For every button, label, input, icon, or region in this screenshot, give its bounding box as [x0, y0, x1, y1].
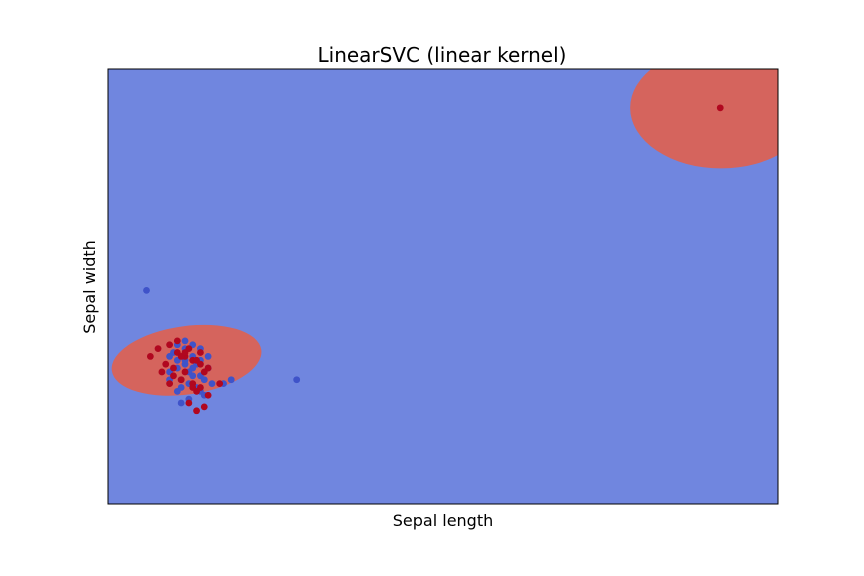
data-point-class-1: [200, 368, 208, 376]
data-point-class-0: [293, 376, 301, 384]
data-point-class-0: [177, 399, 185, 407]
data-point-class-1: [170, 372, 177, 380]
chart-title: LinearSVC (linear kernel): [318, 43, 567, 67]
plot-frame: [107, 68, 779, 505]
x-axis-label: Sepal length: [393, 511, 494, 530]
data-point-class-1: [170, 364, 177, 372]
data-point-class-0: [143, 286, 150, 294]
data-point-class-1: [173, 337, 181, 345]
data-point-class-1: [181, 349, 189, 356]
data-point-class-0: [177, 384, 185, 391]
data-point-class-1: [158, 368, 166, 376]
data-point-class-1: [146, 353, 154, 360]
data-point-class-0: [227, 376, 235, 384]
data-point-class-1: [200, 403, 208, 411]
data-point-class-1: [154, 345, 162, 353]
data-point-class-1: [197, 349, 204, 356]
data-point-class-0: [181, 337, 189, 345]
data-point-class-1: [197, 360, 204, 368]
data-point-class-0: [200, 376, 208, 384]
data-point-class-1: [185, 399, 193, 407]
data-point-class-1: [166, 380, 174, 387]
data-point-class-1: [189, 384, 197, 391]
data-point-class-1: [716, 104, 724, 112]
y-axis-label: Sepal width: [80, 240, 99, 334]
data-point-class-1: [181, 368, 189, 376]
data-point-class-1: [193, 407, 200, 415]
data-point-class-0: [208, 380, 216, 387]
data-point-class-1: [204, 391, 212, 399]
plot-area: [108, 69, 778, 504]
data-point-class-1: [216, 380, 224, 387]
data-point-class-1: [162, 360, 170, 368]
data-point-class-1: [166, 341, 174, 349]
data-point-class-0: [204, 353, 212, 360]
data-point-class-1: [177, 376, 185, 384]
decision-region-class-1-2: [630, 69, 778, 169]
